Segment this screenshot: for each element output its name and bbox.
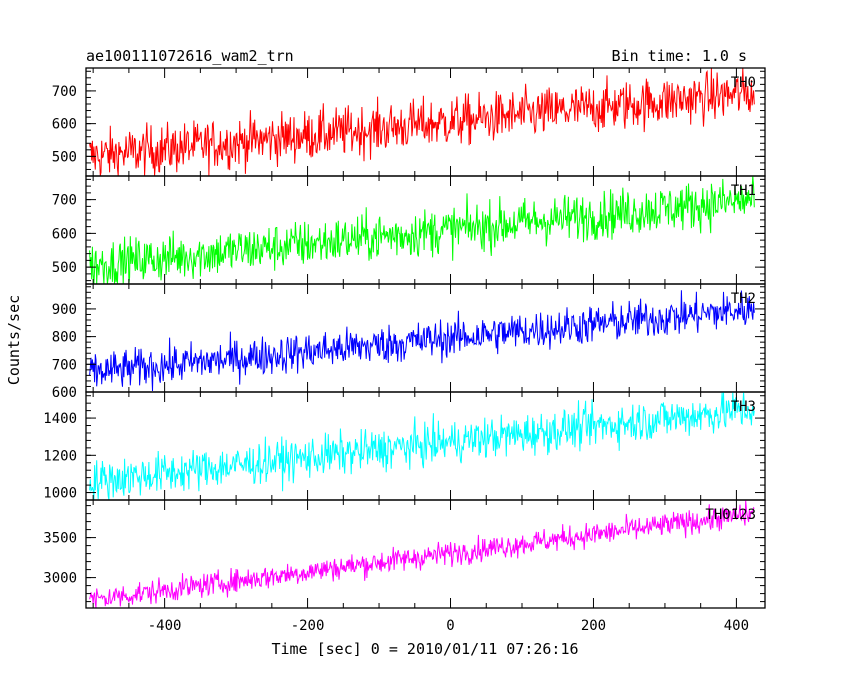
- y-tick-label: 800: [52, 330, 77, 346]
- y-tick-label: 1400: [43, 411, 77, 427]
- y-tick-label: 700: [52, 193, 77, 209]
- y-tick-label: 3000: [43, 571, 77, 587]
- chart-title: ae100111072616_wam2_trn: [86, 47, 294, 65]
- y-tick-label: 1200: [43, 448, 77, 464]
- panel-th0123: 3000 3500 TH0123: [43, 499, 766, 609]
- panel-th1: 500 600 700 TH1: [52, 175, 766, 285]
- y-tick-label: 900: [52, 302, 77, 318]
- y-tick-label: 3500: [43, 531, 77, 547]
- series-line-th1: [89, 175, 755, 285]
- series-line-th0: [89, 67, 755, 177]
- panel-th0: 500 600 700 TH0: [52, 67, 766, 177]
- panels-group: 500 600 700 TH0 500 600 700 TH1 600 700 800 900 TH2 1…: [43, 67, 766, 634]
- x-axis-label: Time [sec] 0 = 2010/01/11 07:26:16: [271, 640, 578, 658]
- y-tick-label: 600: [52, 226, 77, 242]
- y-tick-label: 500: [52, 260, 77, 276]
- x-tick-label: 400: [724, 618, 749, 634]
- x-tick-label: -400: [148, 618, 182, 634]
- y-axis-label: Counts/sec: [5, 295, 23, 385]
- y-tick-label: 700: [52, 357, 77, 373]
- y-tick-label: 1000: [43, 486, 77, 502]
- panel-label-th3: TH3: [731, 399, 756, 415]
- bin-time-label: Bin time: 1.0 s: [612, 47, 747, 65]
- y-tick-label: 600: [52, 385, 77, 401]
- panel-label-th2: TH2: [731, 291, 756, 307]
- x-tick-label: 200: [581, 618, 606, 634]
- y-tick-label: 700: [52, 84, 77, 100]
- panel-th2: 600 700 800 900 TH2: [52, 283, 766, 401]
- x-tick-label: 0: [446, 618, 454, 634]
- x-tick-label: -200: [291, 618, 325, 634]
- series-line-th0123: [89, 500, 755, 609]
- y-tick-label: 600: [52, 117, 77, 133]
- panel-label-th1: TH1: [731, 183, 756, 199]
- panel-frame: [85, 67, 766, 177]
- series-line-th2: [89, 290, 755, 392]
- series-line-th3: [89, 391, 755, 501]
- panel-label-th0: TH0: [731, 75, 756, 91]
- panel-frame: [85, 283, 766, 393]
- y-tick-label: 500: [52, 149, 77, 165]
- panel-label-th0123: TH0123: [705, 507, 756, 523]
- panel-th3: 1000 1200 1400 TH3: [43, 391, 766, 502]
